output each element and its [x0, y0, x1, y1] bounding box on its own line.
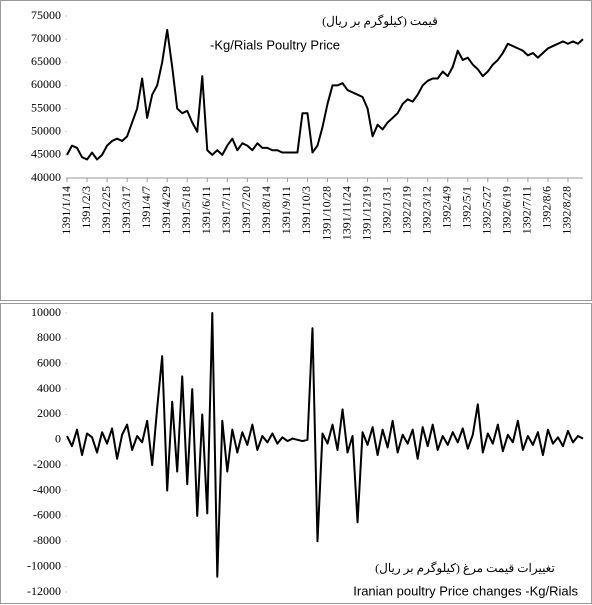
x-tick-label: 1391/7/20 — [239, 186, 253, 235]
y-tick-label: 45000 — [31, 147, 61, 161]
x-tick-label: 1392/8/6 — [540, 186, 554, 229]
y-tick-label: -6000 — [33, 508, 61, 522]
y-tick-label: 75000 — [31, 8, 61, 22]
x-tick-label: 1391/9/11 — [279, 186, 293, 234]
x-tick-label: 1391/3/17 — [119, 186, 133, 235]
y-tick-label: 4000 — [37, 381, 61, 395]
y-tick-label: -4000 — [33, 482, 61, 496]
x-tick-label: 1391/11/24 — [339, 186, 353, 240]
x-tick-label: 1392/4/9 — [439, 186, 453, 229]
data-line — [66, 28, 584, 161]
x-tick-label: 1392/5/27 — [480, 186, 494, 235]
x-tick-label: 1391/5/18 — [179, 186, 193, 235]
x-tick-label: 1391/7/11 — [219, 186, 233, 234]
x-tick-label: 1391/12/19 — [359, 186, 373, 241]
y-tick-label: 6000 — [37, 355, 61, 369]
y-tick-label: 55000 — [31, 100, 61, 114]
panel-border — [0, 303, 592, 604]
x-tick-label: 1392/2/19 — [399, 186, 413, 235]
x-tick-label: 1391/10/28 — [319, 186, 333, 241]
y-tick-label: -8000 — [33, 533, 61, 547]
x-tick-label: 1391/10/3 — [299, 186, 313, 235]
y-tick-label: 40000 — [31, 170, 61, 184]
chart-subtitle: Iranian poultry Price changes -Kg/Rials — [353, 583, 578, 598]
chart-subtitle: -Kg/Rials Poultry Price — [210, 37, 340, 52]
y-tick-label: 8000 — [37, 330, 61, 344]
y-tick-label: -2000 — [33, 457, 61, 471]
x-tick-label: 1392/8/28 — [560, 186, 574, 235]
x-tick-label: 1392/3/12 — [419, 186, 433, 235]
y-tick-label: 0 — [55, 432, 61, 446]
chart-title: تغییرات قیمت مرغ (کیلوگرم بر ریال) — [375, 561, 555, 575]
x-tick-label: 1392/5/1 — [460, 186, 474, 229]
y-tick-label: 65000 — [31, 54, 61, 68]
chart-title: قیمت (کیلوگرم بر ریال) — [322, 14, 438, 28]
x-tick-label: 1391/4/7 — [139, 186, 153, 229]
x-tick-label: 1391/1/14 — [59, 186, 73, 235]
y-tick-label: 50000 — [31, 123, 61, 137]
x-tick-label: 1391/8/14 — [259, 186, 273, 235]
x-tick-label: 1392/7/11 — [520, 186, 534, 234]
x-tick-label: 1391/6/11 — [199, 186, 213, 234]
x-tick-label: 1391/2/25 — [99, 186, 113, 235]
x-tick-label: 1392/1/31 — [379, 186, 393, 235]
y-tick-label: 2000 — [37, 406, 61, 420]
y-tick-label: -10000 — [27, 558, 61, 572]
y-tick-label: 70000 — [31, 31, 61, 45]
x-tick-label: 1391/2/3 — [79, 186, 93, 229]
y-tick-label: 60000 — [31, 77, 61, 91]
x-tick-label: 1391/4/29 — [159, 186, 173, 235]
data-line — [66, 312, 584, 578]
x-tick-label: 1392/6/19 — [500, 186, 514, 235]
y-tick-label: 10000 — [31, 305, 61, 319]
y-tick-label: -12000 — [27, 584, 61, 598]
